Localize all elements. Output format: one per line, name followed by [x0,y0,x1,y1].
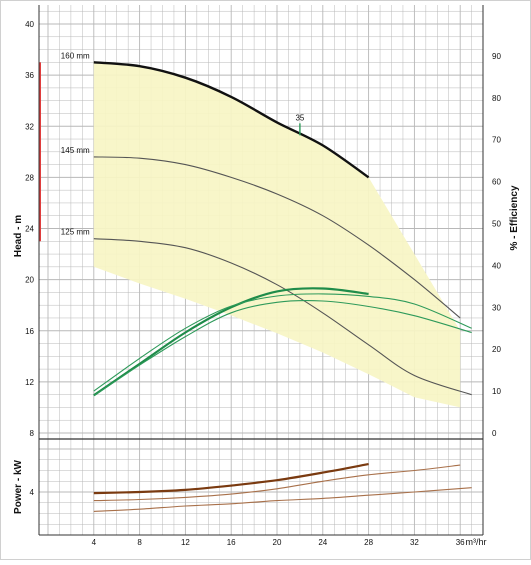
head-curve-label: 125 mm [61,228,90,237]
axes [38,5,484,536]
y2-tick-label: 30 [492,303,501,312]
power-curve [93,464,461,502]
efficiency-curve [93,300,472,397]
efficiency-curve [93,293,472,392]
y-tick-label: 40 [25,20,34,29]
y-axis-title-head: Head - m [13,215,24,257]
x-tick-label: 8 [137,538,142,547]
power-curves [93,463,472,512]
y-tick-label: 12 [25,378,34,387]
power-curve [93,463,369,495]
x-tick-label: 12 [181,538,190,547]
head-curve-145mm [93,156,461,319]
operating-envelope [93,62,461,408]
x-axis-unit-label: m³/hr [466,537,487,547]
x-tick-label: 4 [92,538,97,547]
y2-tick-label: 70 [492,136,501,145]
head-curves [93,61,472,396]
annotations [38,62,301,242]
y-tick-label: 16 [25,327,34,336]
efficiency-curve [93,287,369,397]
y2-axis-title-efficiency: % - Efficiency [509,185,520,250]
y-tick-label: 28 [25,173,34,182]
y2-tick-label: 10 [492,387,501,396]
x-tick-label: 24 [318,538,327,547]
y2-tick-label: 90 [492,52,501,61]
y-tick-label: 32 [25,122,34,131]
x-tick-label: 28 [364,538,373,547]
head-curve-160mm [93,61,370,179]
y-tick-label: 8 [30,429,35,438]
x-tick-label: 20 [273,538,282,547]
tick-labels: 160 mm 145 mm 125 mm 35 8 12 16 20 24 28 32 36 40 0 10… [25,20,501,547]
head-curve-125mm [93,238,472,396]
y-tick-label: 20 [25,276,34,285]
head-curve-label: 160 mm [61,51,90,60]
x-tick-label: 16 [227,538,236,547]
envelope-area [93,62,461,408]
y-tick-label: 36 [25,71,34,80]
x-tick-label: 32 [410,538,419,547]
y2-tick-label: 0 [492,429,497,438]
y2-tick-label: 20 [492,345,501,354]
y2-tick-label: 80 [492,94,501,103]
y-tick-label: 24 [25,225,34,234]
duty-point-label: 35 [295,113,304,122]
y2-tick-label: 50 [492,220,501,229]
head-curve-label: 145 mm [61,146,90,155]
y2-tick-label: 40 [492,261,501,270]
efficiency-curves [93,287,472,397]
x-tick-label: 36 [456,538,465,547]
power-curve [93,487,472,512]
power-tick-label: 4 [30,488,35,497]
y2-tick-label: 60 [492,178,501,187]
y-axis-title-power: Power - kW [13,459,24,513]
